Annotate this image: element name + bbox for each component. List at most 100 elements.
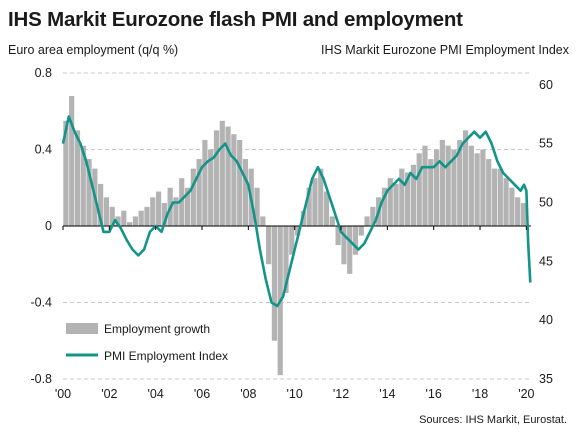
x-tick-label: '20 [518, 387, 534, 401]
axis-ticks: 0.8 0.4 0 -0.4 -0.8 60 55 50 45 40 35 '00 '02 '04 '06 '… [30, 66, 552, 401]
employment-bar [144, 206, 150, 226]
right-tick-label: 40 [539, 313, 553, 327]
employment-bar [468, 145, 474, 226]
employment-bar [294, 226, 301, 236]
employment-bar [150, 197, 156, 226]
right-axis-label: IHS Markit Eurozone PMI Employment Index [320, 43, 569, 57]
employment-bar [405, 172, 411, 226]
employment-bar [486, 159, 492, 226]
employment-bar [445, 145, 451, 226]
pmi-employment-line [61, 115, 532, 308]
employment-bar [433, 149, 440, 226]
x-tick-label: '12 [333, 387, 349, 401]
x-tick-label: '18 [472, 387, 488, 401]
employment-bar [121, 210, 127, 226]
employment-bar [184, 187, 191, 226]
employment-bar [451, 149, 457, 226]
employment-bar [387, 178, 393, 226]
employment-bar [370, 206, 376, 226]
employment-bar [422, 145, 428, 226]
gridlines [63, 72, 531, 380]
employment-bar [161, 203, 167, 226]
employment-bar [190, 168, 196, 226]
left-tick-label: 0 [45, 219, 52, 233]
employment-bar [520, 203, 527, 226]
x-tick-label: '02 [101, 387, 117, 401]
employment-bar [208, 149, 214, 226]
employment-bar [231, 134, 237, 226]
employment-bar [358, 226, 364, 236]
employment-bar [213, 130, 220, 226]
employment-bar [283, 226, 289, 293]
employment-bar [491, 168, 498, 226]
legend-label-employment: Employment growth [104, 322, 210, 336]
x-tick-label: '00 [55, 387, 71, 401]
chart-title: IHS Markit Eurozone flash PMI and employ… [8, 8, 463, 31]
employment-bar [138, 210, 144, 226]
right-tick-label: 55 [539, 137, 553, 151]
employment-bar [480, 149, 486, 226]
employment-bar [86, 159, 92, 226]
employment-bar [179, 178, 185, 226]
employment-bar [202, 139, 208, 226]
employment-bar [254, 187, 260, 226]
employment-bar [428, 159, 434, 226]
x-tick-label: '08 [240, 387, 256, 401]
x-tick-label: '14 [379, 387, 395, 401]
x-tick-label: '16 [426, 387, 442, 401]
employment-bar [80, 145, 86, 226]
employment-bar [341, 226, 347, 265]
employment-bar [474, 153, 480, 226]
employment-bar [69, 95, 75, 226]
employment-bar [109, 206, 115, 226]
employment-bar [318, 168, 324, 226]
left-tick-label: 0.4 [35, 143, 52, 157]
x-tick-label: '06 [194, 387, 210, 401]
employment-bar [219, 120, 225, 226]
employment-bar [103, 197, 110, 226]
employment-bar [132, 216, 138, 226]
employment-bar [503, 178, 509, 226]
source-note: Sources: IHS Markit, Eurostat. [419, 414, 567, 426]
employment-bar [509, 187, 515, 226]
employment-bar [196, 159, 202, 226]
employment-bar [329, 216, 335, 226]
employment-bar [462, 130, 469, 226]
legend-label-pmi: PMI Employment Index [104, 349, 228, 363]
employment-bar [381, 187, 388, 226]
employment-bar [63, 120, 69, 226]
left-tick-label: -0.4 [30, 296, 52, 310]
employment-bar [416, 153, 422, 226]
employment-bar [127, 222, 133, 226]
employment-bar [410, 164, 417, 226]
employment-bar [399, 168, 405, 226]
employment-bar [289, 226, 295, 255]
employment-bar [393, 183, 399, 226]
employment-bar [312, 178, 318, 226]
employment-bar [439, 139, 445, 226]
employment-bar [242, 159, 249, 226]
legend-swatch-employment [66, 323, 98, 334]
employment-bar [260, 216, 266, 226]
employment-bar [74, 130, 81, 226]
x-tick-label: '10 [287, 387, 303, 401]
right-tick-label: 35 [539, 372, 553, 386]
employment-bar [271, 226, 278, 341]
left-tick-label: 0.8 [35, 66, 52, 80]
employment-bar [364, 216, 370, 226]
employment-bar [306, 187, 312, 226]
legend: Employment growth PMI Employment Index [66, 322, 228, 363]
employment-bar [497, 168, 503, 226]
right-tick-label: 50 [539, 195, 553, 209]
employment-bar [115, 216, 121, 226]
employment-bar [155, 191, 162, 226]
employment-bar [515, 197, 521, 226]
x-tick-label: '04 [148, 387, 164, 401]
employment-bar [323, 191, 330, 226]
employment-bar [352, 226, 359, 255]
employment-bar [173, 197, 179, 226]
employment-bar [335, 226, 341, 246]
employment-bar [98, 183, 104, 226]
employment-bar [457, 139, 463, 226]
